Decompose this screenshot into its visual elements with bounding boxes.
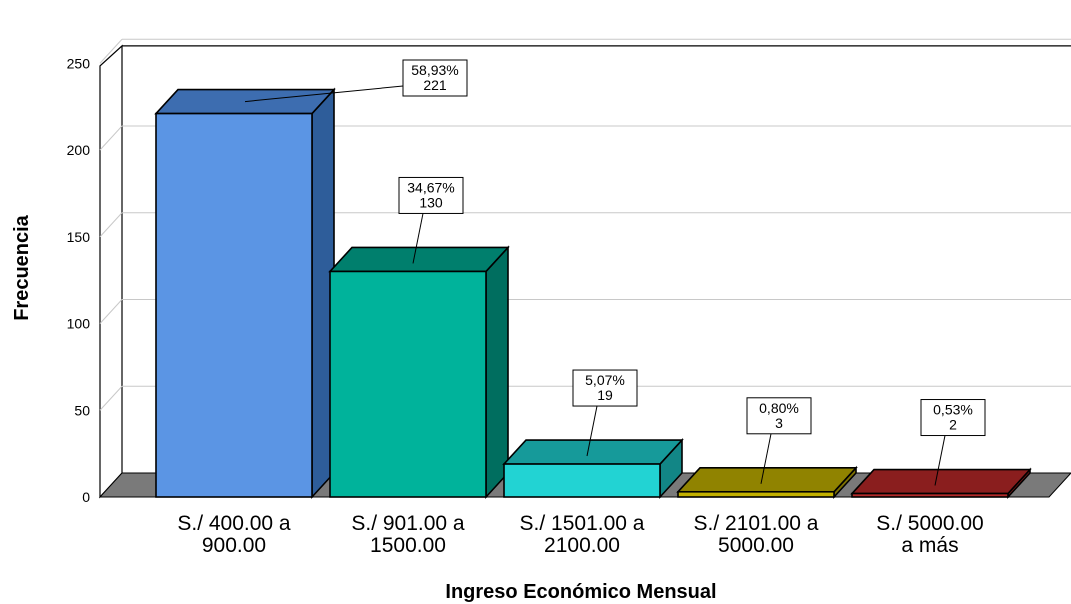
bar: [676, 465, 858, 500]
bar: [154, 87, 336, 500]
data-label-box: [920, 399, 986, 437]
x-tick-label: 2100.00: [544, 534, 620, 557]
percent-label: 34,67%: [407, 179, 454, 195]
percent-label: 5,07%: [585, 372, 625, 388]
x-tick-label: a más: [901, 534, 958, 557]
bar-front: [329, 270, 487, 498]
grid-line-side: [99, 38, 123, 64]
bar-front: [155, 112, 313, 498]
bar: [502, 437, 684, 500]
x-axis-title: Ingreso Económico Mensual: [445, 581, 716, 603]
bar-top: [676, 466, 858, 493]
leader-line: [760, 433, 772, 484]
x-tick-label: S./ 400.00 a: [177, 512, 291, 535]
bar-side: [485, 245, 509, 500]
bars: [154, 87, 1032, 500]
count-label: 19: [597, 387, 613, 403]
y-axis-title: Frecuencia: [11, 214, 33, 320]
count-label: 221: [423, 77, 447, 93]
x-tick-label: 900.00: [202, 534, 266, 557]
bar: [850, 467, 1032, 500]
y-axis-ticks: 0 50 100 150 200 250: [67, 55, 91, 505]
bar-top: [850, 468, 1032, 495]
x-tick-label: S./ 2101.00 a: [694, 512, 819, 535]
percent-label: 0,53%: [933, 402, 973, 418]
leader-line: [244, 85, 404, 103]
grid-line-side: [99, 125, 123, 151]
bar-front: [851, 492, 1009, 498]
data-label: 5,07%19: [572, 369, 638, 407]
x-tick-label: S./ 1501.00 a: [520, 512, 645, 535]
grid-line-side: [99, 299, 123, 324]
x-tick-label: 5000.00: [718, 534, 794, 557]
bar-front: [503, 463, 661, 498]
data-label-box: [746, 397, 812, 435]
percent-label: 58,93%: [411, 62, 458, 78]
data-labels: 58,93%221 34,67%130 5,07%19 0,80%3 0,53%2: [398, 59, 986, 437]
data-label-box: [402, 59, 468, 97]
count-label: 2: [949, 417, 957, 433]
left-wall: [99, 44, 123, 499]
bar-top: [502, 439, 684, 465]
y-tick-label: 50: [74, 402, 90, 418]
y-tick-label: 150: [67, 229, 91, 245]
data-label-box: [398, 176, 464, 214]
x-tick-label: 1500.00: [370, 534, 446, 557]
x-tick-label: S./ 5000.00: [876, 512, 983, 535]
leader-line: [412, 213, 424, 264]
bar: [328, 245, 510, 500]
data-label: 0,53%2: [920, 399, 986, 437]
y-tick-label: 0: [82, 489, 90, 505]
count-label: 3: [775, 415, 783, 431]
count-label: 130: [419, 194, 443, 210]
data-label-box: [572, 369, 638, 407]
data-label: 58,93%221: [402, 59, 468, 97]
bar-front: [677, 490, 835, 498]
bar-top: [328, 246, 510, 273]
percent-label: 0,80%: [759, 400, 799, 416]
data-label: 0,80%3: [746, 397, 812, 435]
leader-line: [586, 405, 598, 457]
y-tick-label: 100: [67, 316, 91, 332]
grid-line-side: [99, 212, 123, 238]
label-leaders: [244, 85, 946, 486]
x-tick-label: S./ 901.00 a: [351, 512, 465, 535]
y-tick-label: 250: [67, 55, 91, 71]
y-tick-label: 200: [67, 142, 91, 158]
leader-line: [934, 435, 946, 486]
grid-line-side: [99, 385, 123, 411]
data-label: 34,67%130: [398, 176, 464, 214]
